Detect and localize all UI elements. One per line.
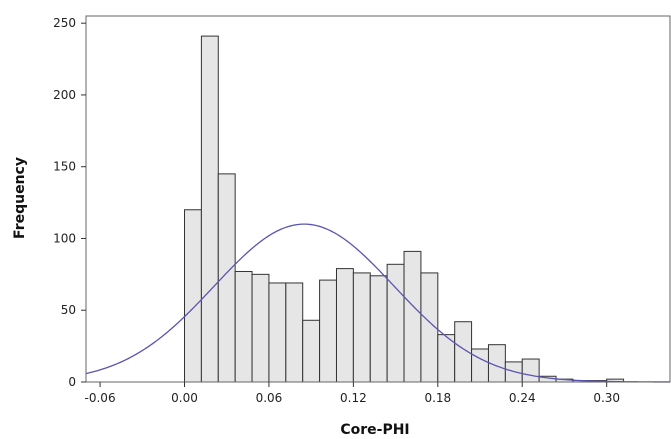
- histogram-bar: [251, 273, 270, 383]
- x-tick-label: 0.06: [256, 391, 283, 405]
- y-axis-ticks: 0 50 100 150 200 250: [53, 16, 86, 389]
- histogram-bar: [184, 209, 202, 383]
- histogram-bar: [403, 250, 422, 383]
- histogram-bar: [521, 358, 540, 383]
- y-tick-label: 200: [53, 88, 76, 102]
- histogram-bar: [268, 282, 287, 383]
- histogram-bar: [335, 268, 354, 383]
- x-axis-title: Core-PHI: [340, 422, 409, 438]
- y-tick-label: 50: [61, 303, 76, 317]
- y-tick-label: 100: [53, 231, 76, 245]
- x-tick-label: -0.06: [85, 391, 116, 405]
- histogram-bar: [302, 319, 321, 383]
- bars-group: [184, 35, 625, 383]
- y-tick-label: 250: [53, 16, 76, 30]
- y-axis-title: Frequency: [12, 157, 28, 239]
- histogram-bar: [352, 272, 371, 383]
- x-axis-ticks: -0.06 0.00 0.06 0.12 0.18 0.24 0.30: [85, 382, 620, 405]
- x-tick-label: 0.12: [340, 391, 367, 405]
- histogram-bar: [234, 270, 253, 383]
- x-tick-label: 0.00: [171, 391, 198, 405]
- histogram-bar: [471, 348, 489, 383]
- x-tick-label: 0.24: [509, 391, 536, 405]
- x-tick-label: 0.30: [593, 391, 620, 405]
- y-tick-label: 0: [68, 375, 76, 389]
- y-tick-label: 150: [53, 160, 76, 174]
- histogram-bar: [217, 173, 236, 383]
- x-tick-label: 0.18: [424, 391, 451, 405]
- histogram-bar: [200, 35, 219, 383]
- histogram-bar: [369, 275, 388, 383]
- normal-fit-curve: [85, 223, 670, 383]
- histogram-bar: [285, 282, 304, 383]
- plot-frame: [85, 15, 671, 383]
- histogram-bar: [319, 279, 337, 383]
